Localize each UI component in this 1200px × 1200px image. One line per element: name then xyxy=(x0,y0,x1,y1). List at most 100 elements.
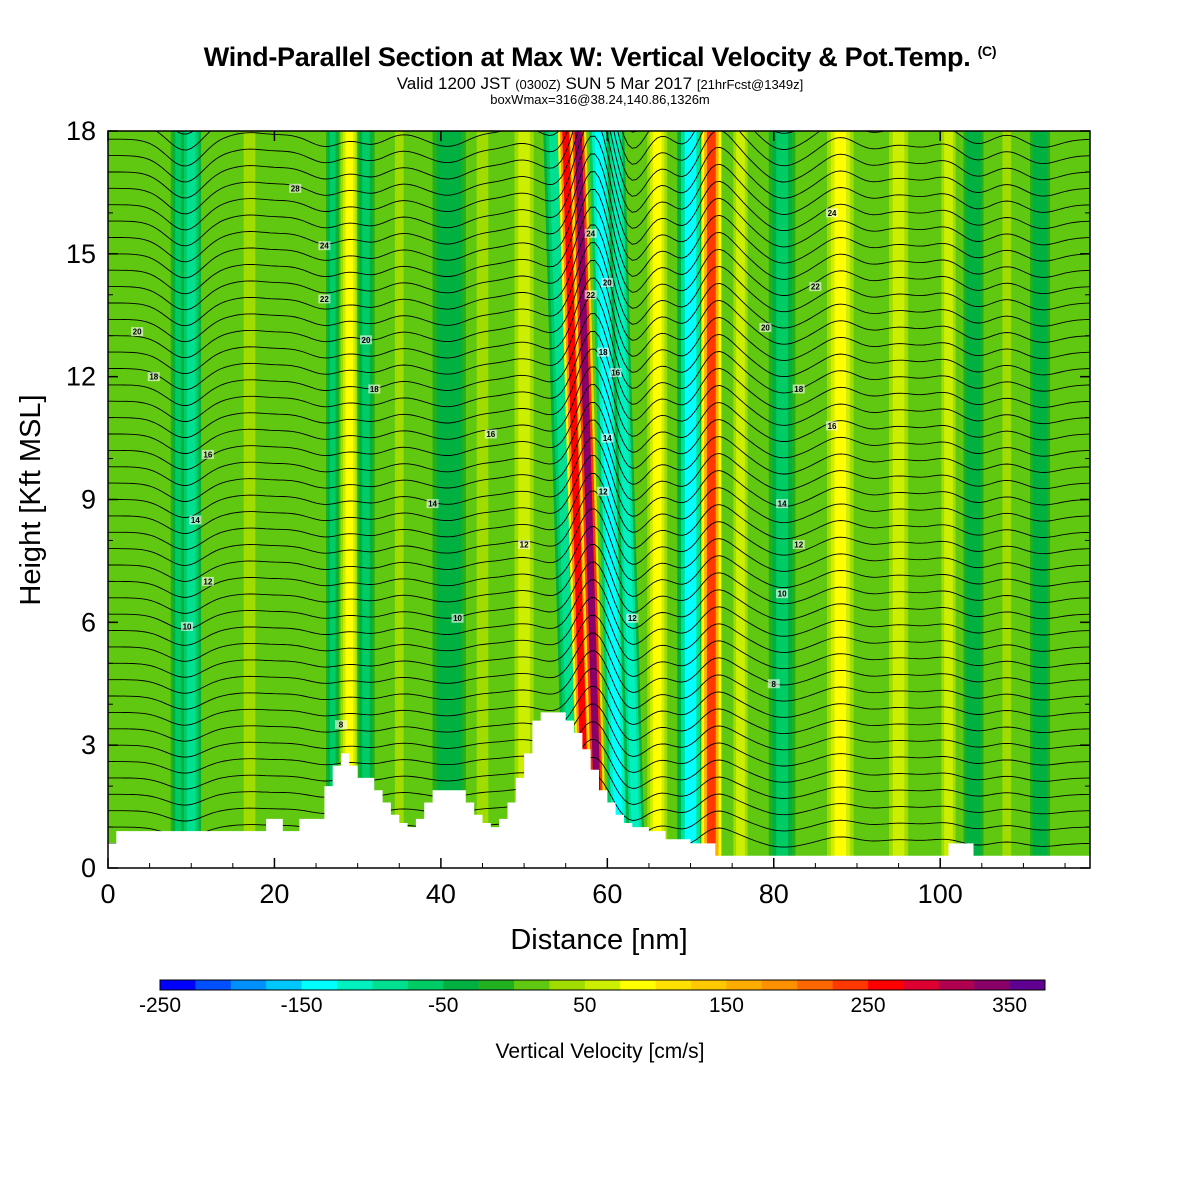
theta-label-0: 28 xyxy=(289,183,302,193)
colorbar-tick-label: 350 xyxy=(992,994,1027,1017)
svg-text:14: 14 xyxy=(428,500,437,509)
x-axis-label: Distance [nm] xyxy=(510,924,687,956)
theta-contour-33 xyxy=(108,224,1090,327)
theta-contour-19 xyxy=(108,472,1090,550)
theta-label-21: 14 xyxy=(601,433,614,443)
theta-contour-24 xyxy=(108,384,1090,470)
velocity-column-13-2 xyxy=(562,131,591,868)
y-tick-label: 3 xyxy=(81,730,96,760)
velocity-column-6-2 xyxy=(345,131,354,868)
theta-label-26: 20 xyxy=(759,323,772,333)
theta-label-14: 10 xyxy=(181,621,194,631)
velocity-column-0-2 xyxy=(175,131,183,868)
copyright-mark: (C) xyxy=(977,43,997,59)
velocity-column-10-2 xyxy=(476,131,489,868)
colorbar-swatch-6 xyxy=(372,980,409,990)
theta-contour-15 xyxy=(108,543,1090,614)
colorbar-swatch-20 xyxy=(868,980,904,990)
svg-text:16: 16 xyxy=(486,430,495,439)
theta-label-29: 14 xyxy=(776,499,789,509)
theta-contour-35 xyxy=(108,188,1090,295)
theta-contour-25 xyxy=(108,366,1090,454)
colorbar-swatch-10 xyxy=(514,980,550,990)
theta-label-9: 14 xyxy=(426,499,439,509)
theta-contour-23 xyxy=(108,401,1090,486)
colorbar-swatch-19 xyxy=(832,980,869,990)
colorbar-swatch-7 xyxy=(407,980,444,990)
velocity-column-3-2 xyxy=(243,131,256,868)
colorbar-frame xyxy=(159,979,1046,991)
theta-label-19: 18 xyxy=(597,347,610,357)
svg-text:24: 24 xyxy=(320,242,329,251)
theta-label-11: 12 xyxy=(518,540,531,550)
velocity-column-26-2 xyxy=(1002,131,1012,868)
theta-contour-9 xyxy=(108,650,1090,710)
theta-contour-29 xyxy=(108,295,1090,391)
theta-label-1: 24 xyxy=(318,241,331,251)
theta-label-25: 22 xyxy=(809,282,822,292)
theta-contour-16 xyxy=(108,526,1090,598)
theta-label-4: 20 xyxy=(359,335,372,345)
svg-text:16: 16 xyxy=(828,422,837,431)
theta-label-7: 16 xyxy=(484,429,497,439)
colorbar-swatch-0 xyxy=(160,980,196,990)
colorbar-swatch-18 xyxy=(797,980,833,990)
svg-text:28: 28 xyxy=(291,184,300,193)
svg-text:24: 24 xyxy=(828,209,837,218)
velocity-column-19-2 xyxy=(706,131,716,868)
colorbar-swatch-2 xyxy=(230,980,267,990)
theta-label-3: 20 xyxy=(131,327,144,337)
svg-text:10: 10 xyxy=(453,614,462,623)
theta-label-23: 12 xyxy=(626,613,639,623)
y-tick-label: 6 xyxy=(81,607,96,637)
theta-label-28: 16 xyxy=(826,421,839,431)
theta-contour-20 xyxy=(108,455,1090,534)
theta-contour-39 xyxy=(108,131,1090,231)
theta-label-30: 12 xyxy=(792,540,805,550)
y-tick-label: 9 xyxy=(81,485,96,515)
y-tick-label: 12 xyxy=(66,362,96,392)
svg-text:8: 8 xyxy=(772,680,777,689)
velocity-column-5-2 xyxy=(329,131,336,868)
colorbar-swatch-3 xyxy=(266,980,302,990)
theta-label-22: 12 xyxy=(597,486,610,496)
theta-label-24: 24 xyxy=(826,208,839,218)
velocity-column-20-2 xyxy=(736,131,745,868)
theta-contour-5 xyxy=(108,721,1090,774)
velocity-column-23-2 xyxy=(892,131,905,868)
theta-contour-3 xyxy=(108,756,1090,806)
colorbar-swatch-5 xyxy=(337,980,373,990)
x-tick-label: 20 xyxy=(259,879,289,909)
velocity-column-22-2 xyxy=(834,131,847,868)
theta-contour-12 xyxy=(108,597,1090,662)
colorbar-swatch-15 xyxy=(691,980,727,990)
svg-text:24: 24 xyxy=(586,229,595,238)
x-tick-label: 80 xyxy=(759,879,789,909)
svg-text:20: 20 xyxy=(603,278,612,287)
theta-label-17: 22 xyxy=(584,290,597,300)
theta-contour-17 xyxy=(108,508,1090,582)
svg-text:22: 22 xyxy=(586,291,595,300)
theta-contour-11 xyxy=(108,614,1090,678)
svg-text:18: 18 xyxy=(149,373,158,382)
colorbar-swatch-13 xyxy=(620,980,656,990)
theta-contour-37 xyxy=(108,153,1090,263)
theta-contour-14 xyxy=(108,561,1090,630)
theta-label-27: 18 xyxy=(792,384,805,394)
colorbar-tick-label: 250 xyxy=(850,994,885,1017)
y-axis-label: Height [Kft MSL] xyxy=(15,394,47,605)
x-tick-label: 100 xyxy=(918,879,963,909)
theta-label-20: 16 xyxy=(609,368,622,378)
svg-text:16: 16 xyxy=(203,450,212,459)
svg-text:12: 12 xyxy=(794,541,803,550)
velocity-field xyxy=(108,131,1090,868)
colorbar-swatch-17 xyxy=(761,980,798,990)
theta-contour-8 xyxy=(108,668,1090,726)
colorbar-tick-label: 150 xyxy=(709,994,744,1017)
valid-date: SUN 5 Mar 2017 xyxy=(565,74,693,93)
theta-label-8: 16 xyxy=(201,449,214,459)
svg-text:18: 18 xyxy=(370,385,379,394)
theta-label-15: 8 xyxy=(335,720,348,730)
velocity-column-11-2 xyxy=(518,131,530,868)
colorbar-swatch-1 xyxy=(195,980,232,990)
